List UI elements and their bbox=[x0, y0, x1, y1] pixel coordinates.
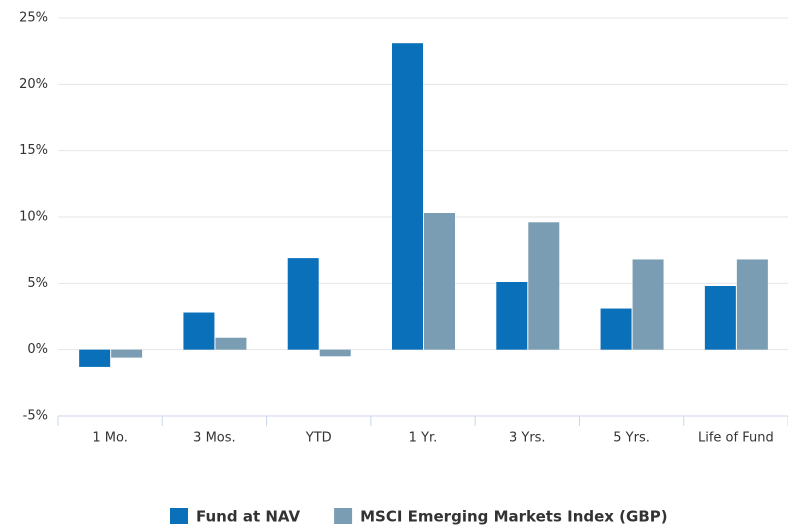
y-tick-label: 0% bbox=[27, 342, 48, 357]
bar bbox=[704, 285, 736, 350]
bar bbox=[736, 259, 768, 350]
y-tick-label: 25% bbox=[19, 11, 48, 26]
legend-label: Fund at NAV bbox=[196, 508, 300, 526]
bar bbox=[319, 349, 351, 357]
x-tick-label: 3 Mos. bbox=[193, 431, 235, 446]
x-tick-label: 5 Yrs. bbox=[613, 431, 650, 446]
bar bbox=[528, 222, 560, 350]
legend-swatch bbox=[170, 508, 188, 524]
x-tick-label: 3 Yrs. bbox=[509, 431, 546, 446]
bar bbox=[215, 337, 247, 350]
bar bbox=[183, 312, 215, 350]
legend-label: MSCI Emerging Markets Index (GBP) bbox=[360, 508, 668, 526]
bar bbox=[424, 213, 455, 350]
x-tick-label: 1 Yr. bbox=[409, 431, 438, 446]
y-tick-label: 20% bbox=[19, 77, 48, 92]
bar bbox=[632, 259, 664, 350]
bar bbox=[111, 349, 143, 358]
bar bbox=[600, 308, 632, 350]
bar bbox=[287, 258, 319, 350]
y-tick-label: 15% bbox=[19, 143, 48, 158]
legend-swatch bbox=[334, 508, 353, 524]
bar bbox=[496, 282, 528, 350]
x-tick-label: 1 Mo. bbox=[92, 431, 127, 446]
y-tick-label: 10% bbox=[19, 210, 48, 225]
bar bbox=[392, 43, 423, 350]
x-tick-label: Life of Fund bbox=[698, 431, 774, 446]
bar bbox=[79, 349, 111, 367]
y-tick-label: -5% bbox=[23, 409, 48, 424]
y-tick-label: 5% bbox=[27, 276, 48, 291]
x-tick-label: YTD bbox=[305, 431, 332, 446]
